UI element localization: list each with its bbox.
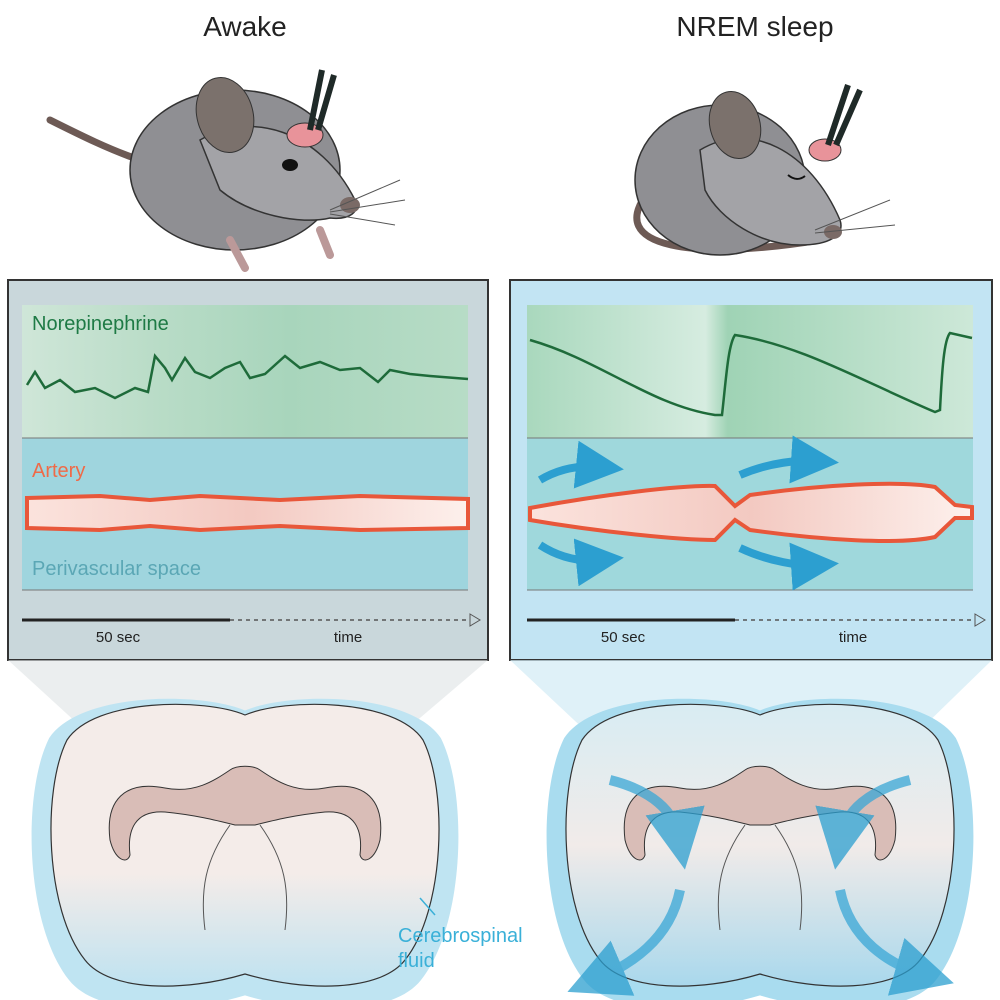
signal-band: [527, 305, 973, 438]
space-label: Perivascular space: [32, 558, 201, 580]
panel-title: Awake: [203, 11, 287, 42]
brain-awake: [31, 698, 459, 1000]
mouse-awake: [46, 69, 406, 272]
brain-asleep: [546, 698, 974, 1000]
artery: [25, 493, 470, 533]
scale-label: 50 sec: [601, 629, 646, 646]
annotation: Cerebrospinal: [398, 925, 523, 947]
vessel-label: Artery: [32, 460, 85, 482]
scale-label: 50 sec: [96, 629, 141, 646]
mouse-asleep: [633, 84, 896, 256]
annotation-pointer: [419, 897, 436, 916]
annotation: fluid: [398, 950, 435, 972]
axis-label: time: [334, 629, 362, 646]
axis-label: time: [839, 629, 867, 646]
ne-trace: [529, 331, 973, 417]
ne-trace: [25, 353, 469, 400]
flow-arrows: [537, 435, 839, 591]
signal-label: Norepinephrine: [32, 313, 169, 335]
panel-title: NREM sleep: [676, 11, 833, 42]
artery: [528, 481, 974, 543]
